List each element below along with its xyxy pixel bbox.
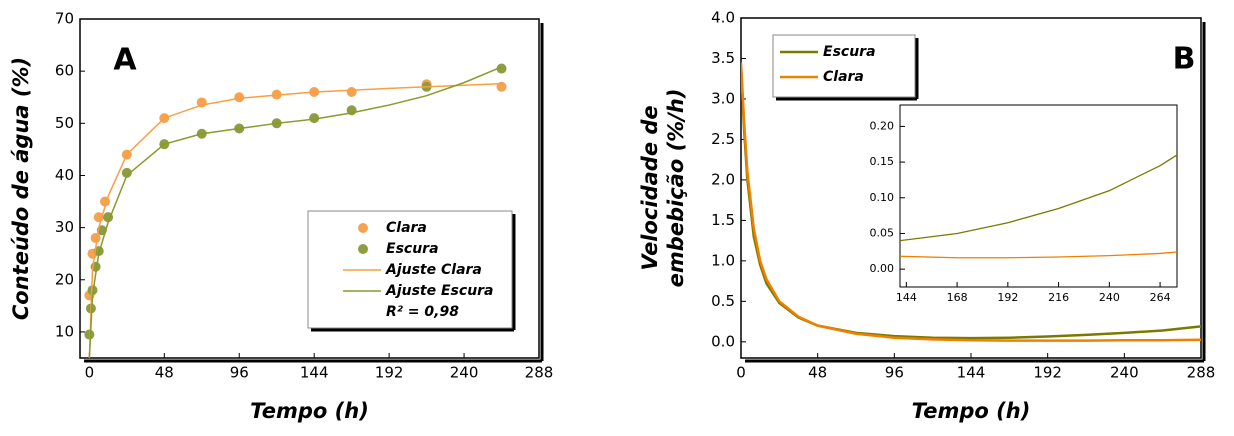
y-tick-label: 30 <box>55 218 74 236</box>
legend-label: Escura <box>823 44 876 60</box>
x-tick-label: 264 <box>1150 291 1171 304</box>
y-tick-label: 0.0 <box>711 332 735 350</box>
y-tick-label: 1.5 <box>711 211 735 229</box>
data-line <box>900 154 1177 242</box>
plot-frame <box>899 104 1178 288</box>
legend-box <box>772 34 916 98</box>
x-tick-label: 96 <box>230 364 249 382</box>
y-tick-label: 1.0 <box>711 251 735 269</box>
data-point <box>84 329 95 340</box>
data-point <box>309 113 320 124</box>
x-tick-label: 240 <box>1099 291 1120 304</box>
legend-note: R² = 0,98 <box>386 304 459 320</box>
x-tick-label: 216 <box>1048 291 1069 304</box>
y-tick-label: 3.5 <box>711 49 735 67</box>
x-tick-label: 240 <box>450 364 479 382</box>
data-point <box>90 233 101 244</box>
panel-label: B <box>1173 42 1196 77</box>
legend-label: Ajuste Clara <box>385 262 482 278</box>
data-line <box>900 251 1177 259</box>
y-tick-label: 0.20 <box>870 119 895 132</box>
y-tick-label: 60 <box>55 62 74 80</box>
data-line <box>88 82 502 358</box>
data-point <box>234 92 245 103</box>
x-tick-label: 168 <box>947 291 968 304</box>
x-axis-label: Tempo (h) <box>912 399 1031 423</box>
data-point <box>496 63 507 74</box>
legend-label: Clara <box>823 69 864 85</box>
x-axis-label: Tempo (h) <box>250 399 369 423</box>
legend-label: Ajuste Escura <box>385 283 494 299</box>
x-tick-label: 144 <box>300 364 329 382</box>
y-axis-label: Velocidade de <box>638 105 662 270</box>
legend-label: Clara <box>386 220 427 236</box>
y-tick-label: 3.0 <box>711 89 735 107</box>
legend-marker <box>358 223 368 233</box>
x-tick-label: 144 <box>957 364 986 382</box>
x-tick-label: 240 <box>1110 364 1139 382</box>
data-point <box>121 167 132 178</box>
y-tick-label: 0.5 <box>711 292 735 310</box>
legend-marker <box>358 244 368 254</box>
x-tick-label: 192 <box>1033 364 1062 382</box>
x-tick-label: 192 <box>997 291 1018 304</box>
y-tick-label: 70 <box>55 10 74 28</box>
x-tick-label: 288 <box>525 364 554 382</box>
y-axis-label: Conteúdo de água (%) <box>9 57 33 320</box>
legend-box <box>307 210 513 329</box>
y-tick-label: 4.0 <box>711 9 735 27</box>
y-tick-label: 2.5 <box>711 130 735 148</box>
data-point <box>346 87 357 98</box>
y-tick-label: 20 <box>55 270 74 288</box>
y-tick-label: 0.10 <box>870 191 895 204</box>
data-line <box>88 66 502 358</box>
x-tick-label: 144 <box>896 291 917 304</box>
y-tick-label: 0.15 <box>870 155 895 168</box>
y-axis-label: embebição (%/h) <box>664 89 688 288</box>
x-tick-label: 288 <box>1187 364 1216 382</box>
legend-label: Escura <box>386 241 439 257</box>
x-tick-label: 0 <box>736 364 746 382</box>
panel-label: A <box>113 43 137 78</box>
x-tick-label: 48 <box>808 364 827 382</box>
x-tick-label: 96 <box>885 364 904 382</box>
y-tick-label: 40 <box>55 166 74 184</box>
y-tick-label: 0.05 <box>870 226 895 239</box>
y-tick-label: 50 <box>55 114 74 132</box>
y-tick-label: 10 <box>55 322 74 340</box>
x-tick-label: 0 <box>85 364 95 382</box>
y-tick-label: 0.00 <box>870 262 895 275</box>
x-tick-label: 192 <box>375 364 404 382</box>
data-line <box>741 62 1201 342</box>
x-tick-label: 48 <box>155 364 174 382</box>
y-tick-label: 2.0 <box>711 170 735 188</box>
